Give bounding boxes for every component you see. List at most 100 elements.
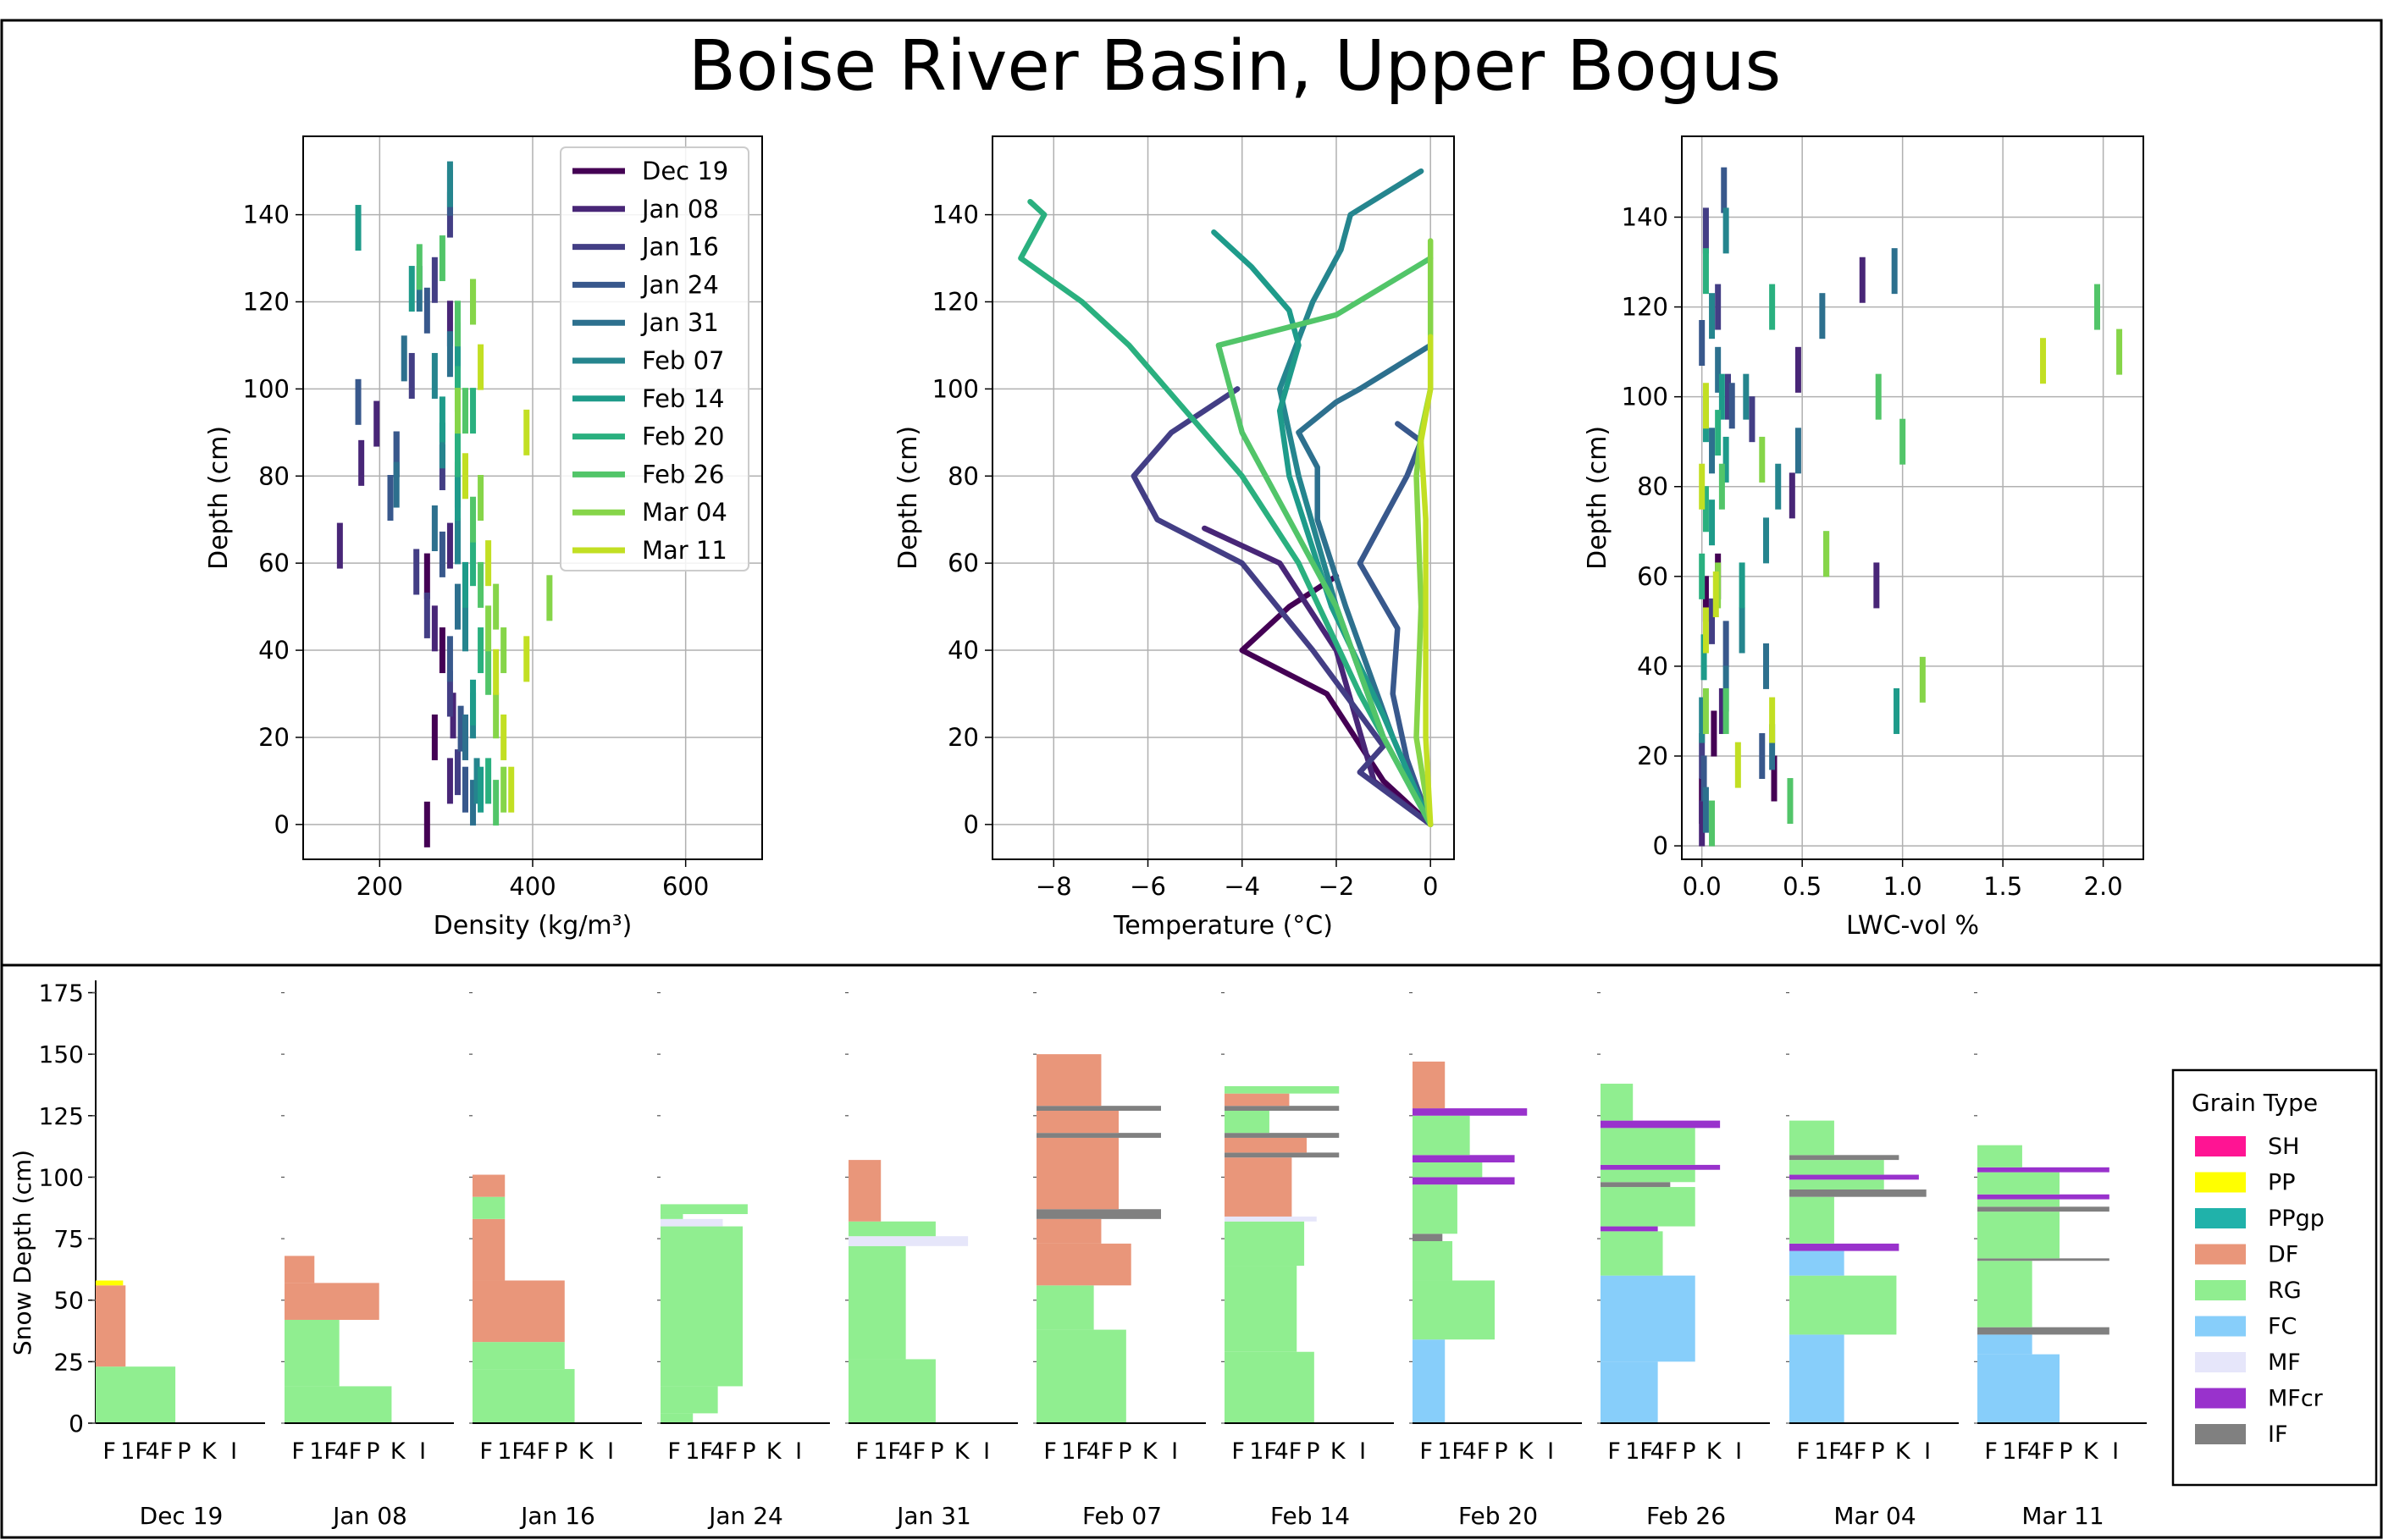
grain-layer-bar bbox=[1225, 1137, 1308, 1153]
grain-legend-label: FC bbox=[2268, 1314, 2297, 1340]
grain-layer-bar bbox=[1601, 1275, 1695, 1362]
hardness-tick-label: K bbox=[578, 1438, 594, 1465]
grain-layer-bar bbox=[1225, 1093, 1290, 1107]
density-data-point bbox=[439, 396, 445, 443]
hardness-tick-label: F bbox=[291, 1438, 305, 1465]
lwc-data-point bbox=[1759, 733, 1766, 779]
lwc-data-point bbox=[1709, 598, 1716, 644]
lwc-data-point bbox=[2094, 284, 2100, 330]
lwc-data-point bbox=[2116, 328, 2123, 375]
temperature-series-line bbox=[1211, 229, 1434, 828]
density-data-point bbox=[462, 561, 469, 608]
hardness-tick-label: 4F bbox=[146, 1438, 174, 1465]
hardness-tick-label: F bbox=[1043, 1438, 1057, 1465]
grain-layer-bar bbox=[96, 1366, 176, 1423]
density-data-point bbox=[523, 409, 530, 455]
grain-layer-bar bbox=[661, 1413, 694, 1423]
legend-label: Mar 04 bbox=[642, 498, 727, 527]
grain-layer-bar bbox=[1977, 1167, 2109, 1173]
legend-label: Jan 08 bbox=[640, 195, 719, 224]
density-data-point bbox=[446, 161, 453, 207]
density-data-point bbox=[454, 583, 461, 630]
temperature-series-line bbox=[1239, 573, 1434, 828]
grain-layer-bar bbox=[661, 1386, 718, 1414]
lwc-data-point bbox=[1789, 472, 1795, 519]
grain-layer-bar bbox=[1037, 1209, 1161, 1219]
grain-layer-bar bbox=[285, 1256, 315, 1283]
grain-layer-bar bbox=[1413, 1061, 1446, 1109]
density-data-point bbox=[470, 780, 477, 826]
lwc-data-point bbox=[1859, 257, 1866, 303]
grain-layer-bar bbox=[1037, 1133, 1161, 1138]
lwc-plot-frame bbox=[1681, 135, 2144, 860]
hardness-tick-label: 4F bbox=[1650, 1438, 1678, 1465]
grain-layer-bar bbox=[1037, 1054, 1102, 1107]
grain-legend-swatch bbox=[2195, 1208, 2246, 1228]
hardness-tick-label: 4F bbox=[522, 1438, 550, 1465]
density-data-point bbox=[408, 352, 415, 399]
profile-date-label: Feb 07 bbox=[1082, 1502, 1162, 1530]
lwc-data-point bbox=[1722, 621, 1729, 667]
density-plot: 200 400 600 0 20 40 60 80 100 120 140 Density (kg/m… bbox=[204, 135, 763, 941]
grain-layer-bar bbox=[661, 1226, 744, 1387]
legend-label: Jan 16 bbox=[640, 233, 719, 262]
density-data-point bbox=[393, 461, 400, 508]
lwc-data-point bbox=[1699, 553, 1706, 599]
temperature-xtick-label: −2 bbox=[1319, 872, 1355, 901]
grain-layer-bar bbox=[1789, 1275, 1897, 1335]
density-data-point bbox=[423, 801, 430, 847]
hardness-tick-label: 1F bbox=[1437, 1438, 1465, 1465]
temperature-series-line bbox=[1018, 198, 1434, 828]
density-data-point bbox=[355, 205, 362, 251]
hardness-tick-label: P bbox=[177, 1438, 191, 1465]
temperature-series-line bbox=[1215, 255, 1434, 828]
grain-ytick-label: 125 bbox=[39, 1102, 84, 1130]
grain-layer-bar bbox=[473, 1280, 565, 1343]
hardness-tick-label: I bbox=[607, 1438, 614, 1465]
hardness-tick-label: K bbox=[1518, 1438, 1534, 1465]
grain-layer-bar bbox=[1413, 1240, 1453, 1281]
density-data-point bbox=[431, 505, 438, 552]
lwc-data-point bbox=[1702, 687, 1709, 734]
hardness-tick-label: 1F bbox=[1249, 1438, 1277, 1465]
density-x-axis-label: Density (kg/m³) bbox=[434, 911, 633, 941]
grain-layer-bar bbox=[1413, 1234, 1443, 1241]
temperature-ytick-label: 100 bbox=[932, 374, 979, 403]
grain-layer-bar bbox=[285, 1386, 392, 1423]
density-ytick-label: 80 bbox=[258, 461, 290, 490]
hardness-tick-label: K bbox=[202, 1438, 218, 1465]
lwc-data-point bbox=[1699, 320, 1706, 366]
grain-layer-bar bbox=[1977, 1327, 2109, 1335]
density-data-point bbox=[450, 693, 456, 739]
legend-label: Feb 20 bbox=[642, 422, 724, 451]
profile-date-label: Feb 20 bbox=[1458, 1502, 1538, 1530]
hardness-tick-label: 4F bbox=[898, 1438, 926, 1465]
temperature-xtick-label: −6 bbox=[1130, 872, 1166, 901]
hardness-tick-label: 1F bbox=[309, 1438, 337, 1465]
lwc-ytick-label: 40 bbox=[1637, 652, 1668, 681]
hardness-tick-label: 4F bbox=[1086, 1438, 1114, 1465]
grain-legend-title: Grain Type bbox=[2192, 1089, 2318, 1117]
grain-layer-bar bbox=[1977, 1212, 2060, 1259]
lwc-data-point bbox=[2040, 338, 2047, 384]
hardness-tick-label: K bbox=[1142, 1438, 1158, 1465]
density-data-point bbox=[478, 344, 484, 390]
density-data-point bbox=[454, 388, 461, 434]
temperature-series-line bbox=[1296, 342, 1434, 828]
lwc-data-point bbox=[1702, 248, 1709, 295]
hardness-tick-label: F bbox=[1984, 1438, 1998, 1465]
lwc-ytick-label: 120 bbox=[1622, 293, 1668, 322]
hardness-tick-label: F bbox=[1419, 1438, 1433, 1465]
temperature-series-line bbox=[1131, 386, 1434, 828]
grain-layer-bar bbox=[849, 1221, 936, 1237]
grain-layer-bar bbox=[1225, 1351, 1314, 1423]
density-data-point bbox=[493, 693, 500, 739]
density-xtick-label: 200 bbox=[357, 872, 403, 901]
grain-ytick-label: 0 bbox=[69, 1410, 84, 1438]
density-data-point bbox=[431, 257, 438, 303]
